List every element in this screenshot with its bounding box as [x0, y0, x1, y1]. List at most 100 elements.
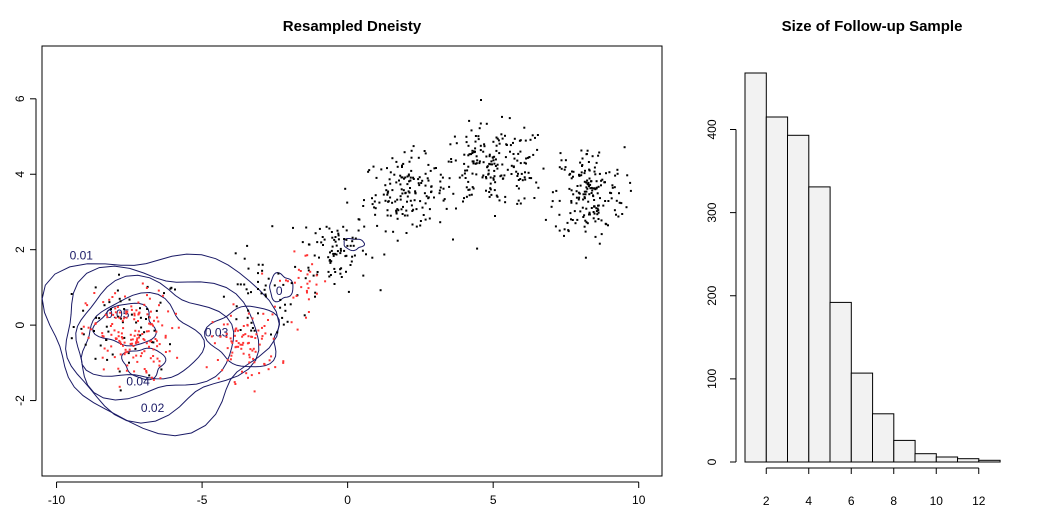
- scatter-point: [240, 347, 243, 350]
- scatter-point: [158, 304, 160, 307]
- scatter-point: [122, 344, 124, 347]
- scatter-point: [415, 208, 418, 211]
- scatter-point: [382, 193, 385, 196]
- scatter-point: [607, 200, 610, 202]
- scatter-point: [488, 191, 491, 193]
- scatter-point: [583, 225, 586, 228]
- scatter-point: [230, 340, 233, 343]
- scatter-point: [477, 138, 480, 141]
- scatter-point: [494, 165, 497, 167]
- scatter-point: [475, 173, 478, 176]
- scatter-point: [293, 281, 296, 284]
- scatter-point: [241, 370, 243, 373]
- scatter-point: [494, 215, 496, 217]
- scatter-point: [395, 209, 398, 212]
- scatter-point: [524, 171, 526, 174]
- scatter-point: [467, 188, 470, 191]
- scatter-point: [515, 185, 518, 187]
- scatter-point: [519, 202, 522, 205]
- scatter-point: [300, 286, 303, 289]
- scatter-point: [152, 360, 155, 363]
- scatter-point: [536, 148, 539, 151]
- scatter-point: [529, 138, 532, 141]
- scatter-point: [495, 149, 498, 152]
- scatter-point: [262, 312, 265, 315]
- scatter-point: [598, 172, 601, 175]
- scatter-plot-frame: [41, 45, 663, 477]
- scatter-point: [403, 214, 406, 217]
- scatter-point: [401, 164, 403, 167]
- scatter-point: [517, 199, 520, 202]
- scatter-point: [610, 197, 613, 200]
- scatter-point: [528, 156, 531, 159]
- scatter-point: [113, 356, 116, 359]
- scatter-point: [433, 196, 435, 199]
- scatter-point: [261, 335, 264, 338]
- scatter-point: [493, 169, 496, 172]
- scatter-point: [550, 205, 553, 208]
- scatter-point: [467, 154, 470, 157]
- scatter-point: [408, 160, 411, 163]
- scatter-point: [591, 189, 594, 192]
- scatter-point: [585, 186, 588, 189]
- scatter-point: [333, 267, 336, 270]
- scatter-point: [496, 195, 499, 198]
- scatter-point: [588, 193, 591, 196]
- scatter-point: [481, 176, 484, 179]
- scatter-point: [299, 270, 302, 272]
- scatter-point: [327, 256, 330, 259]
- scatter-point: [458, 176, 461, 179]
- scatter-point: [579, 184, 582, 187]
- scatter-point: [221, 369, 224, 372]
- scatter-point: [489, 188, 492, 191]
- scatter-point: [333, 283, 336, 285]
- scatter-point: [334, 240, 337, 243]
- scatter-point: [420, 182, 423, 184]
- scatter-point: [257, 280, 259, 283]
- scatter-point: [153, 329, 156, 332]
- scatter-point: [491, 163, 493, 166]
- scatter-point: [314, 295, 316, 298]
- scatter-point: [120, 343, 122, 345]
- scatter-point: [495, 144, 498, 147]
- density-contour-line: [80, 291, 206, 380]
- scatter-point: [582, 193, 585, 196]
- scatter-point: [130, 313, 133, 316]
- scatter-point: [472, 162, 475, 165]
- scatter-point: [488, 153, 491, 156]
- scatter-point: [237, 342, 240, 345]
- scatter-point: [279, 279, 281, 282]
- scatter-point: [102, 335, 105, 338]
- scatter-point: [145, 342, 148, 345]
- scatter-point: [263, 362, 266, 365]
- scatter-point: [580, 171, 583, 174]
- scatter-point: [147, 330, 150, 333]
- scatter-point: [277, 272, 280, 275]
- scatter-point: [146, 294, 148, 297]
- scatter-point: [98, 317, 101, 320]
- scatter-point: [242, 352, 245, 355]
- scatter-point: [468, 188, 471, 191]
- scatter-point: [230, 354, 233, 357]
- scatter-point: [517, 187, 520, 190]
- scatter-point: [396, 198, 399, 201]
- scatter-point: [509, 150, 511, 153]
- scatter-point: [157, 289, 160, 292]
- scatter-point: [129, 333, 132, 336]
- scatter-point: [135, 309, 138, 312]
- scatter-point: [305, 316, 307, 319]
- histogram-bar: [957, 458, 980, 463]
- scatter-point: [109, 312, 112, 315]
- scatter-point: [276, 331, 279, 334]
- scatter-point: [585, 207, 588, 210]
- scatter-point: [470, 193, 473, 196]
- scatter-point: [156, 316, 159, 319]
- scatter-point: [578, 174, 581, 177]
- scatter-point: [510, 164, 513, 167]
- scatter-point: [401, 166, 403, 168]
- scatter-point: [408, 180, 411, 183]
- scatter-point: [135, 339, 138, 342]
- density-contour-line: [204, 305, 281, 368]
- scatter-plot: Resampled Dneisty 0.010.020.030.040.050 …: [13, 18, 663, 507]
